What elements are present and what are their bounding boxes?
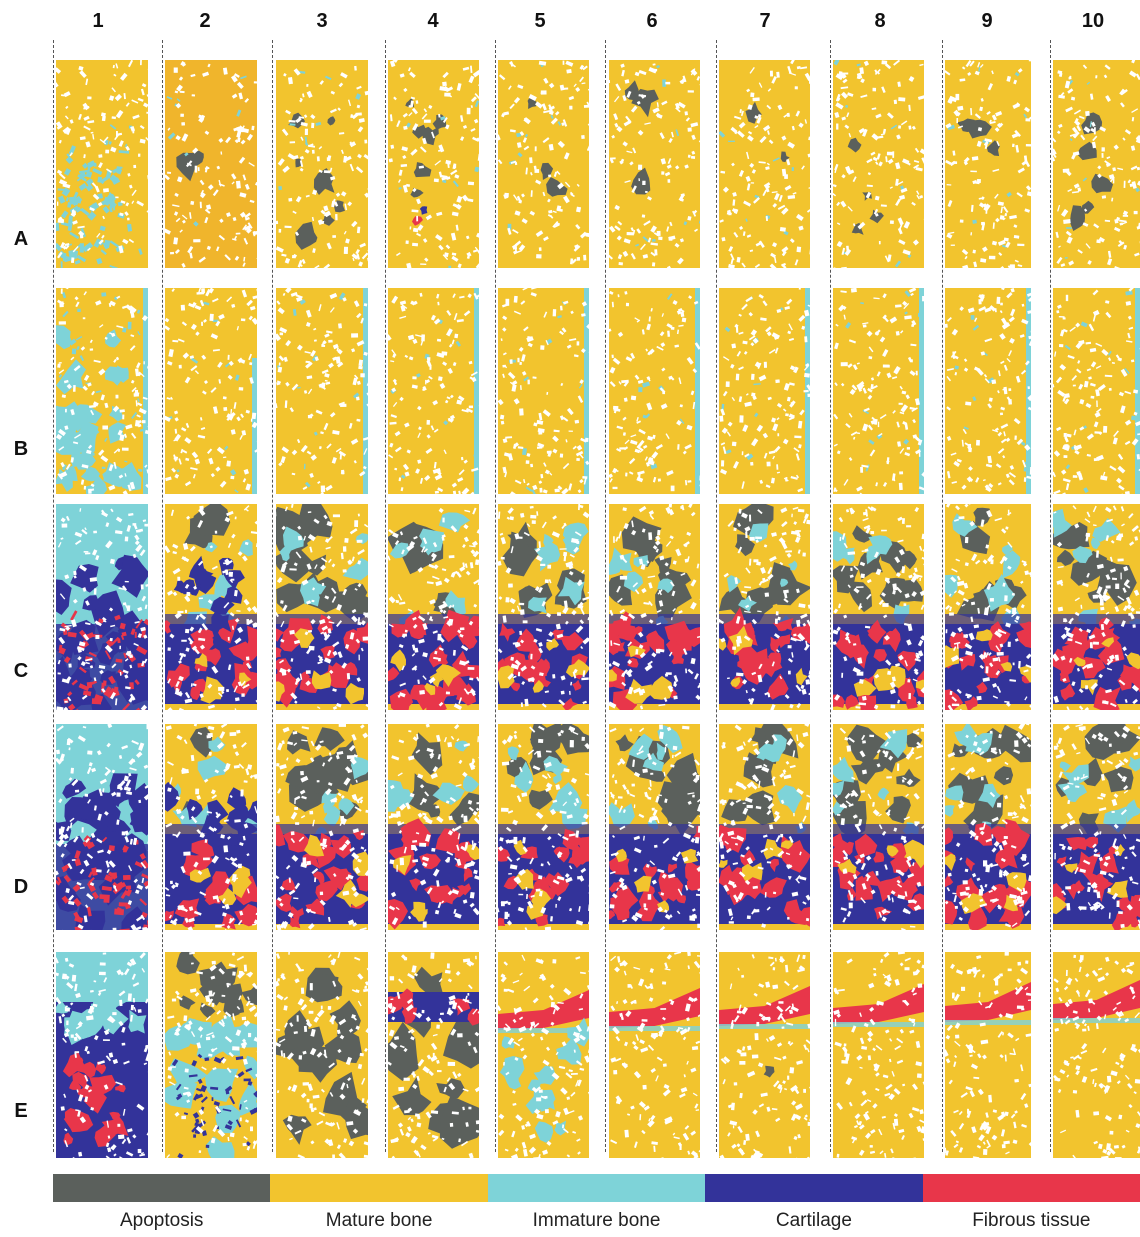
panel-b10 bbox=[1053, 288, 1140, 494]
column-label-5: 5 bbox=[534, 10, 546, 32]
row-label-e: E bbox=[14, 1100, 28, 1122]
row-label-b: B bbox=[13, 438, 29, 460]
panel-c9 bbox=[945, 504, 1031, 710]
legend-label-cartilage: Cartilage bbox=[775, 1210, 852, 1231]
legend-swatch-fibrous-tissue bbox=[922, 1174, 1140, 1202]
column-divider bbox=[716, 40, 717, 1152]
column-divider bbox=[272, 40, 273, 1152]
column-divider bbox=[495, 40, 496, 1152]
panel-d1 bbox=[56, 724, 148, 930]
column-divider bbox=[162, 40, 163, 1152]
panel-a3 bbox=[276, 60, 368, 268]
legend-labels: Apoptosis Mature bone Immature bone Cartila… bbox=[53, 1210, 1140, 1232]
panel-e1 bbox=[56, 952, 148, 1158]
panel-a2 bbox=[165, 60, 257, 268]
column-label-7: 7 bbox=[759, 10, 771, 32]
panel-b1 bbox=[56, 288, 148, 494]
panel-b3 bbox=[276, 288, 368, 494]
panel-e3 bbox=[276, 952, 368, 1158]
panel-d7 bbox=[719, 724, 810, 930]
column-label-9: 9 bbox=[981, 10, 993, 32]
legend-swatch-mature-bone bbox=[270, 1174, 488, 1202]
panel-e6 bbox=[609, 952, 700, 1158]
panel-c3 bbox=[276, 504, 368, 710]
column-label-2: 2 bbox=[199, 10, 211, 32]
panel-b5 bbox=[498, 288, 589, 494]
panel-e9 bbox=[945, 952, 1031, 1158]
panel-e8 bbox=[833, 952, 924, 1158]
panel-d8 bbox=[833, 724, 924, 930]
column-divider bbox=[53, 40, 54, 1152]
column-label-3: 3 bbox=[316, 10, 328, 32]
legend-swatch-cartilage bbox=[705, 1174, 923, 1202]
panel-b9 bbox=[945, 288, 1031, 494]
panel-a6 bbox=[609, 60, 700, 268]
panel-c1 bbox=[56, 504, 148, 710]
panel-d9 bbox=[945, 724, 1031, 930]
column-label-4: 4 bbox=[427, 10, 439, 32]
column-divider bbox=[830, 40, 831, 1152]
panel-c5 bbox=[498, 504, 589, 710]
panel-b2 bbox=[165, 288, 257, 494]
panel-e5 bbox=[498, 952, 589, 1158]
row-label-a: A bbox=[13, 228, 29, 250]
panel-a4 bbox=[388, 60, 479, 268]
panel-c6 bbox=[609, 504, 700, 710]
column-label-8: 8 bbox=[874, 10, 886, 32]
panel-b8 bbox=[833, 288, 924, 494]
panel-c2 bbox=[165, 504, 257, 710]
panel-d4 bbox=[388, 724, 479, 930]
panel-d6 bbox=[609, 724, 700, 930]
panel-a7 bbox=[719, 60, 810, 268]
panel-c10 bbox=[1053, 504, 1140, 710]
panel-c8 bbox=[833, 504, 924, 710]
column-divider bbox=[385, 40, 386, 1152]
panel-a1 bbox=[56, 60, 148, 268]
column-label-1: 1 bbox=[92, 10, 104, 32]
panel-a9 bbox=[945, 60, 1031, 268]
legend-swatch-immature-bone bbox=[487, 1174, 706, 1202]
panel-e7 bbox=[719, 952, 810, 1158]
column-divider bbox=[942, 40, 943, 1152]
legend-bar bbox=[53, 1174, 1140, 1202]
panel-e10 bbox=[1053, 952, 1140, 1158]
column-label-10: 10 bbox=[1081, 10, 1105, 32]
legend-label-apoptosis: Apoptosis bbox=[119, 1210, 204, 1231]
panel-d2 bbox=[165, 724, 257, 930]
row-label-c: C bbox=[13, 660, 29, 682]
panel-a5 bbox=[498, 60, 589, 268]
panel-d3 bbox=[276, 724, 368, 930]
panel-d10 bbox=[1053, 724, 1140, 930]
panel-b7 bbox=[719, 288, 810, 494]
column-divider bbox=[605, 40, 606, 1152]
panel-e4 bbox=[388, 952, 479, 1158]
legend-label-immature-bone: Immature bone bbox=[532, 1210, 661, 1231]
panel-b6 bbox=[609, 288, 700, 494]
panel-b4 bbox=[388, 288, 479, 494]
column-divider bbox=[1050, 40, 1051, 1152]
panel-c4 bbox=[388, 504, 479, 710]
panel-c7 bbox=[719, 504, 810, 710]
legend-swatch-apoptosis bbox=[53, 1174, 271, 1202]
row-label-d: D bbox=[13, 876, 29, 898]
panel-a10 bbox=[1053, 60, 1140, 268]
legend-label-mature-bone: Mature bone bbox=[325, 1210, 433, 1231]
panel-a8 bbox=[833, 60, 924, 268]
column-label-6: 6 bbox=[646, 10, 658, 32]
panel-e2 bbox=[165, 952, 257, 1158]
legend-label-fibrous-tissue: Fibrous tissue bbox=[972, 1210, 1091, 1231]
panel-d5 bbox=[498, 724, 589, 930]
